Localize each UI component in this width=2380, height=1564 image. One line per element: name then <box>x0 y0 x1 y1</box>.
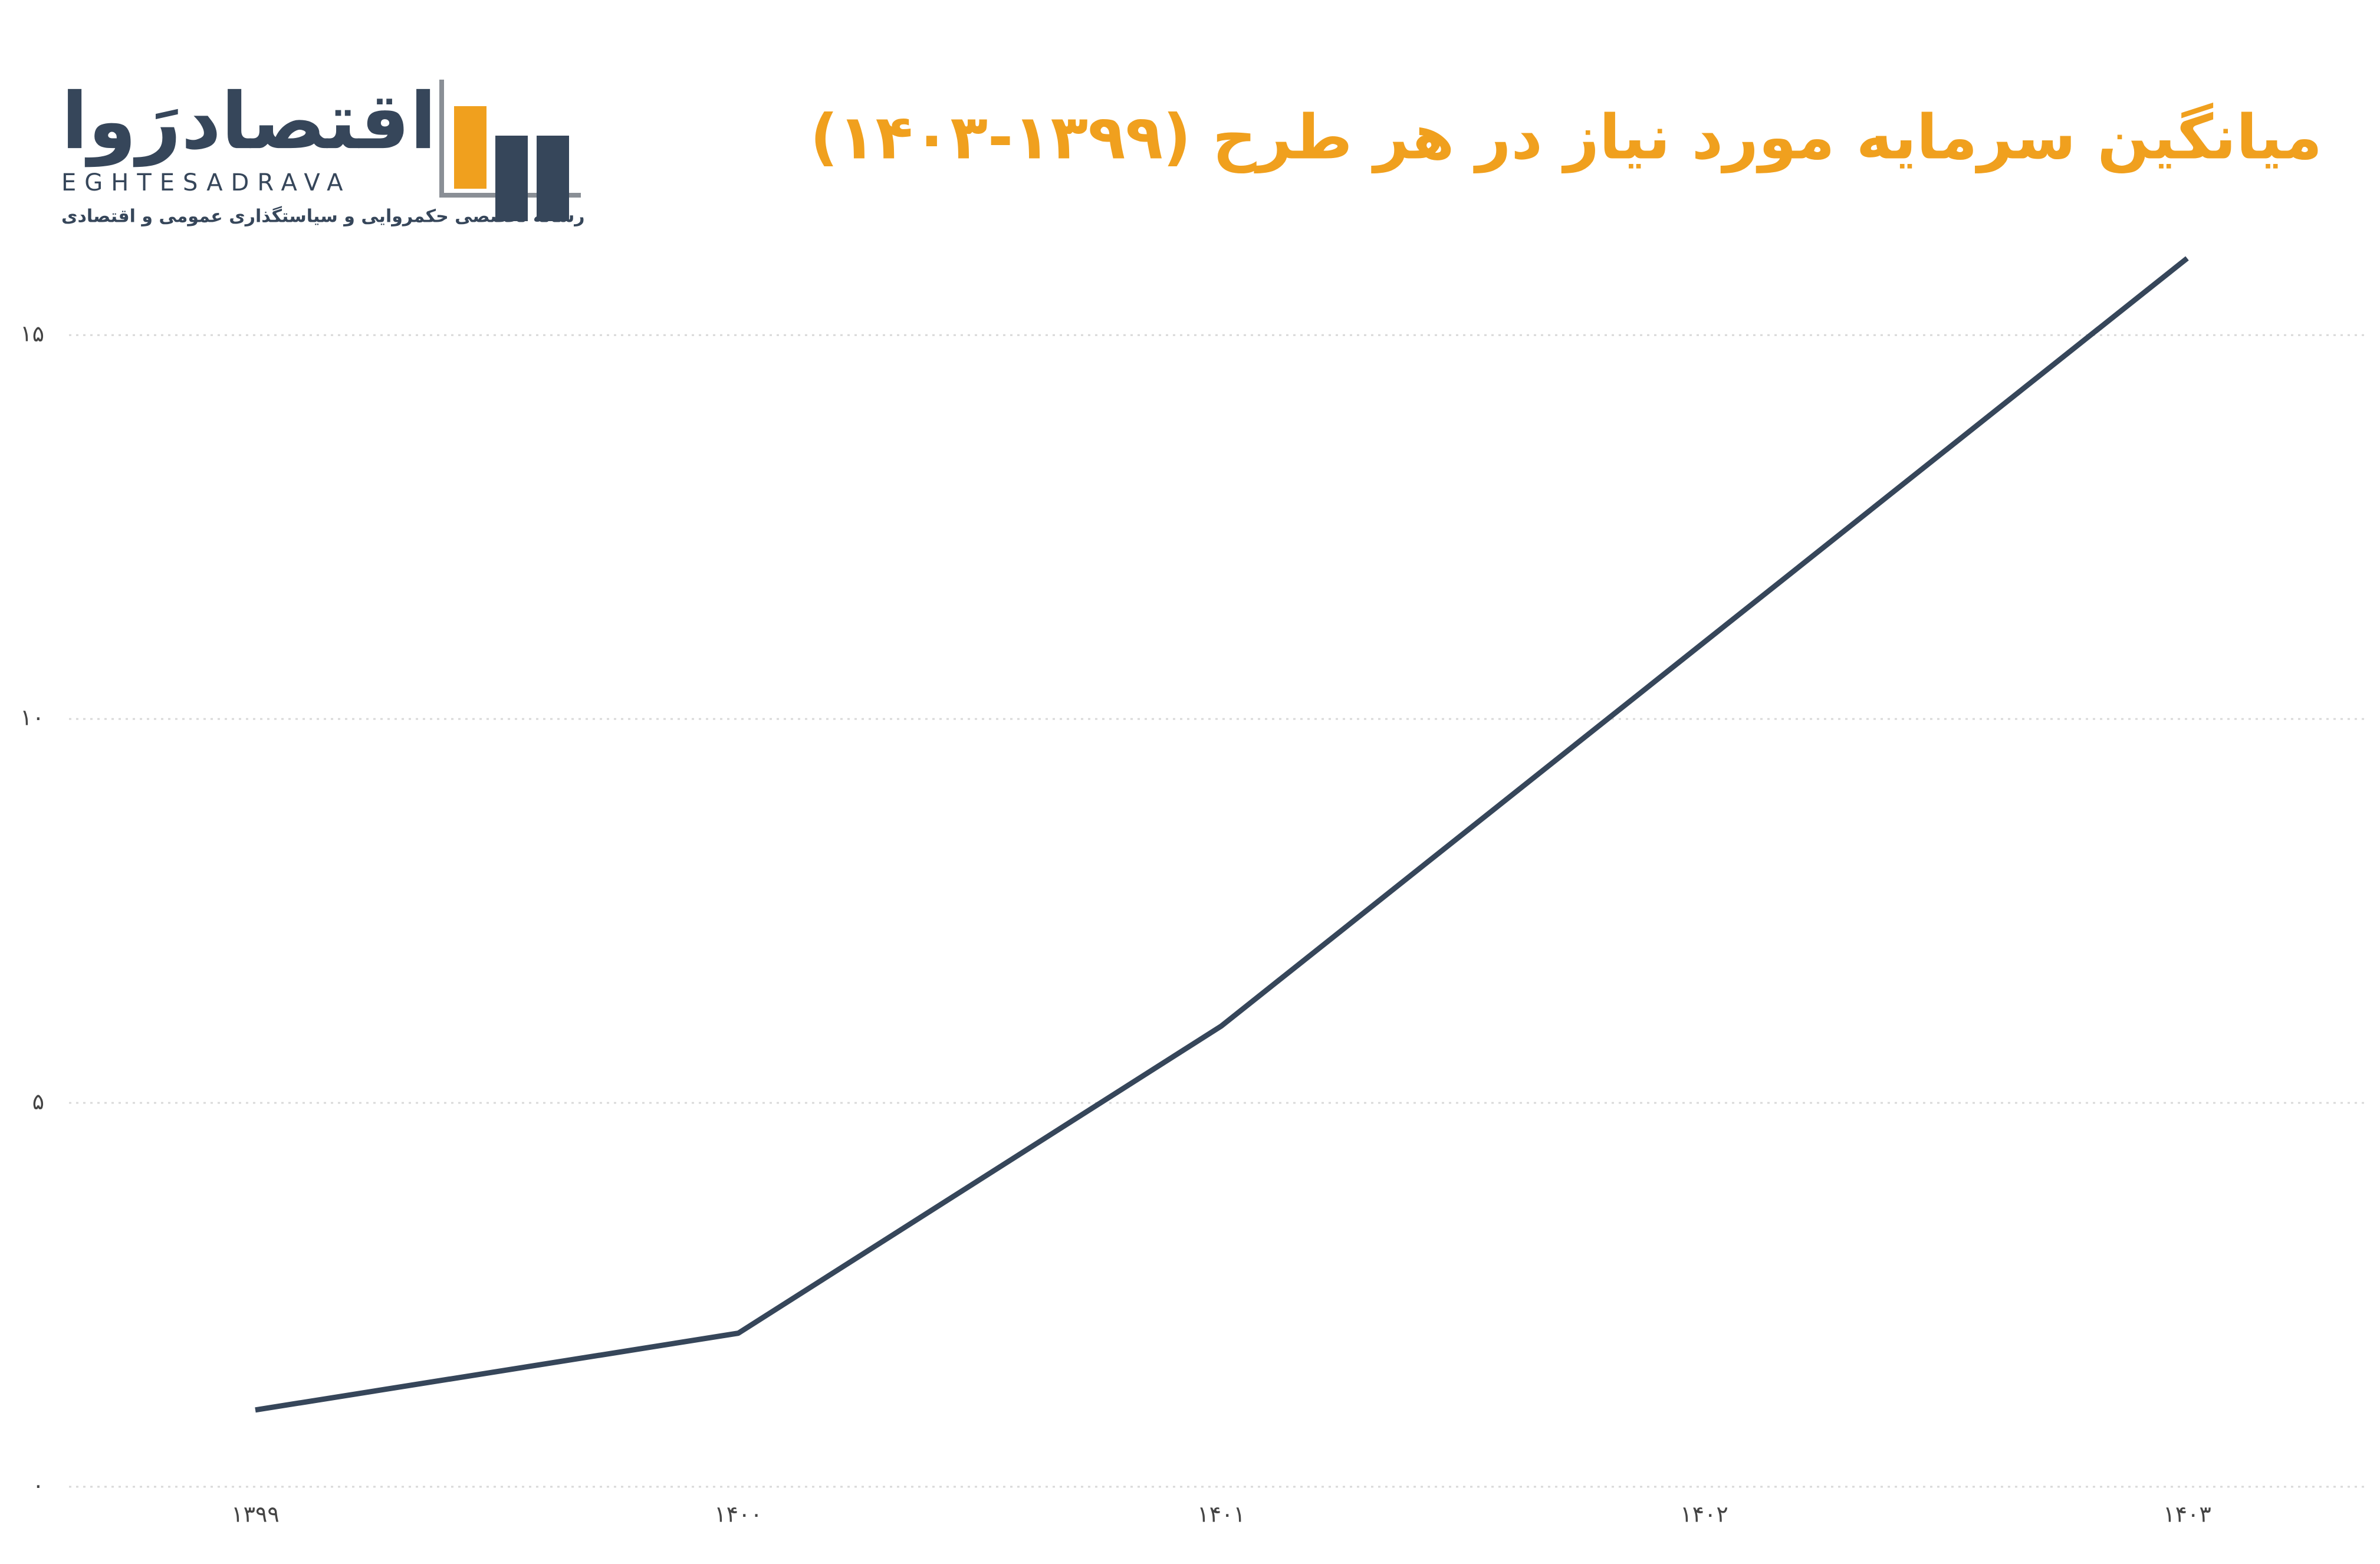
y-tick-label: ۰ <box>32 1473 44 1499</box>
line <box>255 256 2189 1413</box>
logo: اقتصادرَوا EGHTESADRAVA رسانه تخصصی حکمر… <box>61 76 584 226</box>
logo-latin: EGHTESADRAVA <box>61 169 351 196</box>
x-tick-label: ۱۴۰۱ <box>1197 1501 1245 1527</box>
x-tick-label: ۱۴۰۳ <box>2163 1501 2211 1527</box>
logo-bar <box>495 136 528 221</box>
logo-frame <box>439 80 444 198</box>
y-tick-label: ۵ <box>32 1089 44 1115</box>
logo-name: اقتصادرَوا <box>61 76 436 167</box>
x-tick-label: ۱۴۰۲ <box>1680 1501 1728 1527</box>
logo-bar <box>454 106 486 189</box>
x-tick-label: ۱۳۹۹ <box>231 1501 280 1527</box>
x-tick-label: ۱۴۰۰ <box>714 1501 762 1527</box>
chart-title: میانگین سرمایه مورد نیاز در هر طرح (۱۳۹۹… <box>810 101 2322 173</box>
y-tick-label: ۱۵ <box>20 321 44 347</box>
y-tick-label: ۱۰ <box>20 705 44 731</box>
logo-bar <box>537 136 569 221</box>
